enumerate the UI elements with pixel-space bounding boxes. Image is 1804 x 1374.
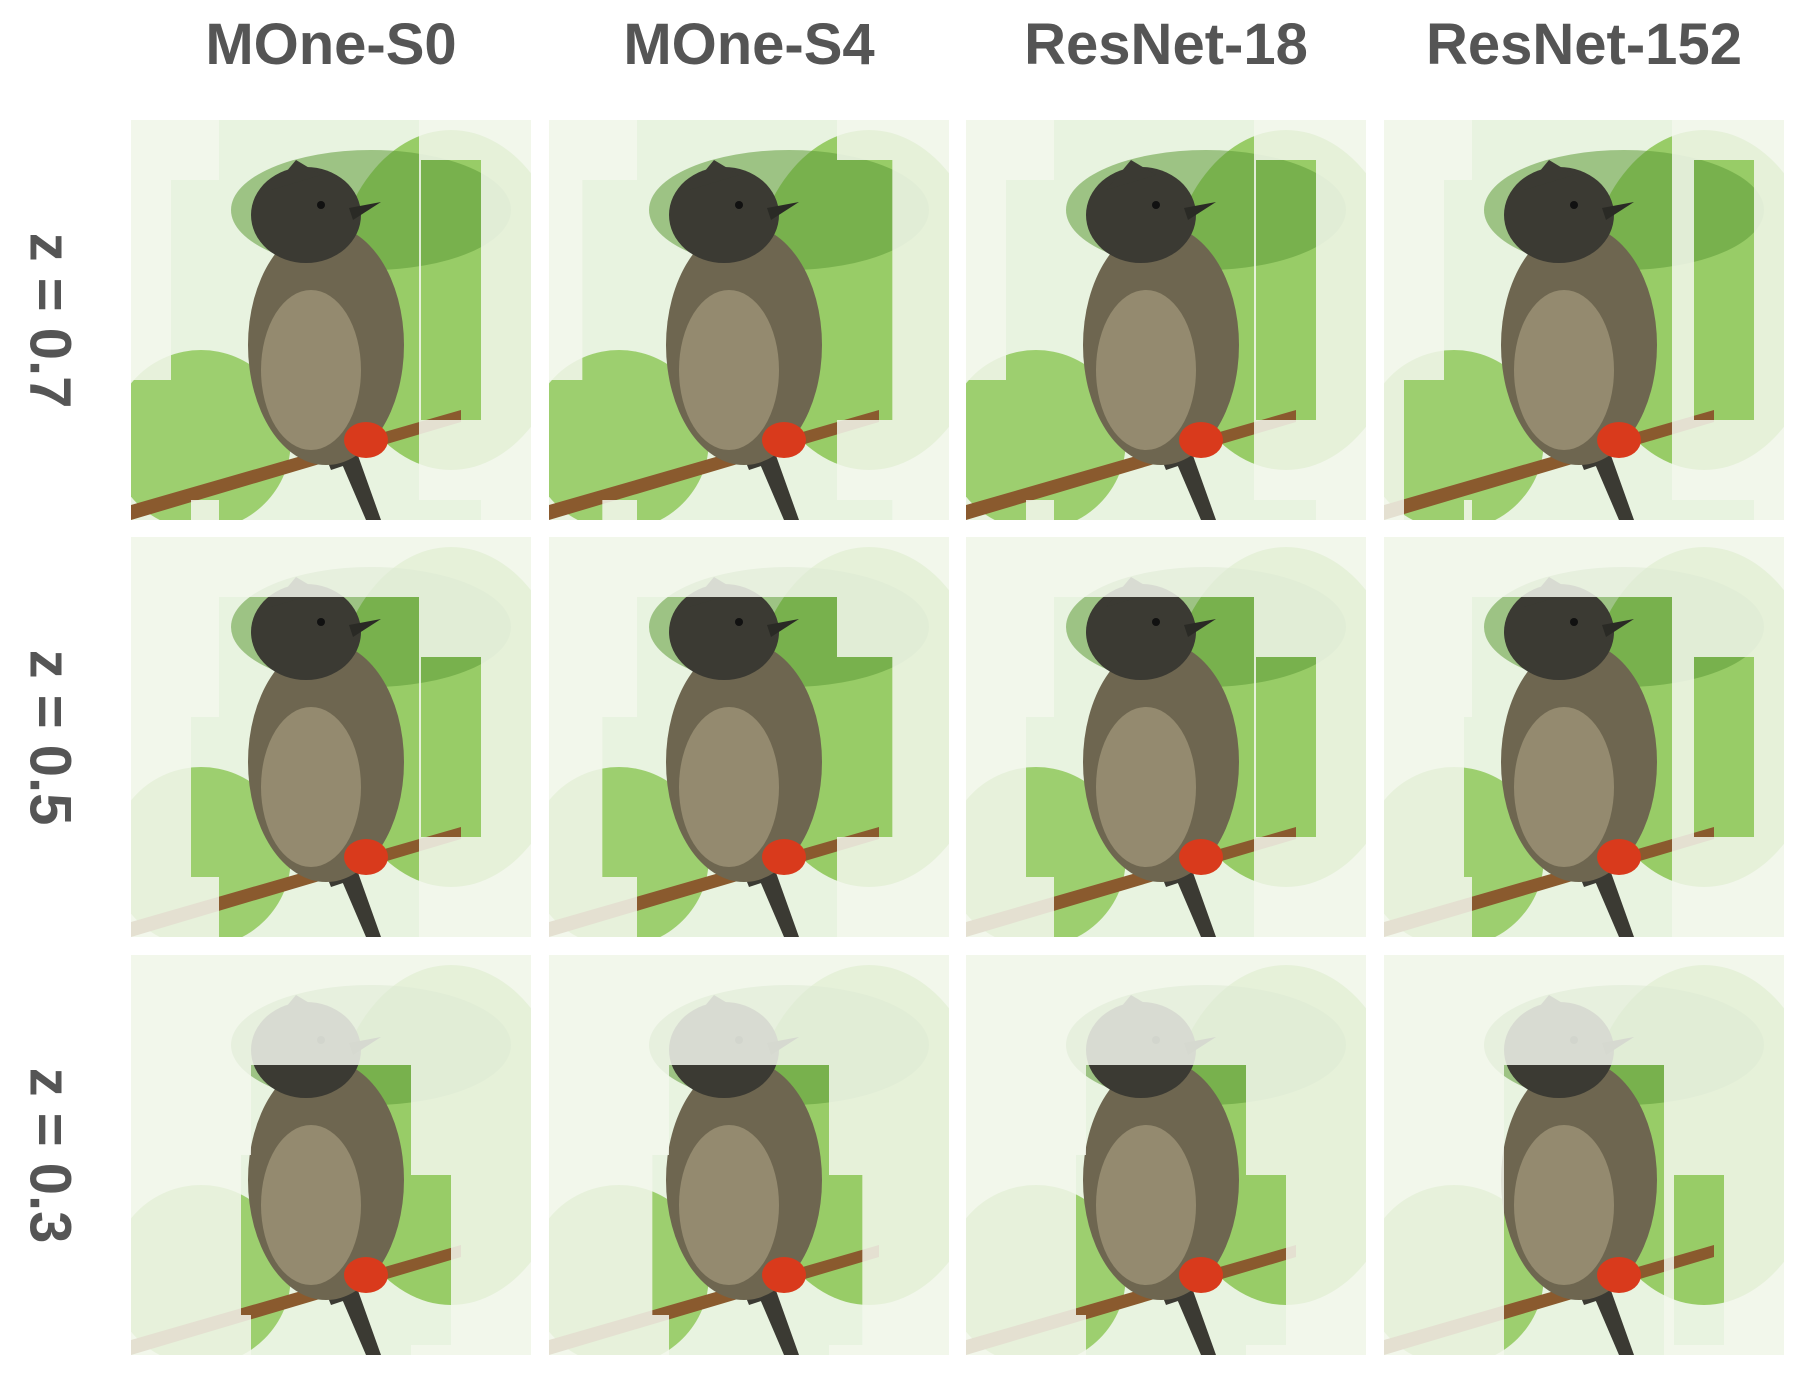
column-label-resnet-152: ResNet-152 [1426, 12, 1742, 77]
bird-photo [966, 537, 1366, 937]
bird-image [131, 120, 531, 520]
saliency-mask [549, 955, 949, 1355]
column-label-mone-s0: MOne-S0 [205, 12, 457, 77]
bird-photo [131, 537, 531, 937]
saliency-mask [1384, 120, 1784, 520]
saliency-mask [966, 120, 1366, 520]
row-label-text: z = 0.3 [17, 1067, 83, 1243]
row-label-text: z = 0.7 [17, 232, 83, 408]
bird-photo [549, 537, 949, 937]
bird-photo [966, 120, 1366, 520]
saliency-mask [131, 537, 531, 937]
row-label-z-03: z = 0.3 [0, 955, 100, 1355]
saliency-mask [131, 120, 531, 520]
bird-image [1384, 537, 1784, 937]
bird-photo [966, 955, 1366, 1355]
saliency-mask [966, 955, 1366, 1355]
bird-photo [131, 955, 531, 1355]
saliency-mask [549, 537, 949, 937]
saliency-mask [131, 955, 531, 1355]
saliency-mask [1384, 537, 1784, 937]
bird-image [1384, 120, 1784, 520]
column-label-mone-s4: MOne-S4 [623, 12, 875, 77]
saliency-mask [966, 537, 1366, 937]
bird-image [966, 537, 1366, 937]
bird-photo [1384, 537, 1784, 937]
bird-photo [1384, 955, 1784, 1355]
bird-image [966, 955, 1366, 1355]
bird-image [966, 120, 1366, 520]
bird-photo [549, 120, 949, 520]
bird-image [549, 120, 949, 520]
saliency-mask [549, 120, 949, 520]
row-label-text: z = 0.5 [17, 649, 83, 825]
bird-image [131, 537, 531, 937]
saliency-mask [1384, 955, 1784, 1355]
row-label-z-07: z = 0.7 [0, 120, 100, 520]
bird-photo [1384, 120, 1784, 520]
bird-image [549, 537, 949, 937]
bird-image [549, 955, 949, 1355]
bird-image [1384, 955, 1784, 1355]
bird-photo [131, 120, 531, 520]
column-label-resnet-18: ResNet-18 [1024, 12, 1308, 77]
bird-photo [549, 955, 949, 1355]
row-label-z-05: z = 0.5 [0, 537, 100, 937]
bird-image [131, 955, 531, 1355]
